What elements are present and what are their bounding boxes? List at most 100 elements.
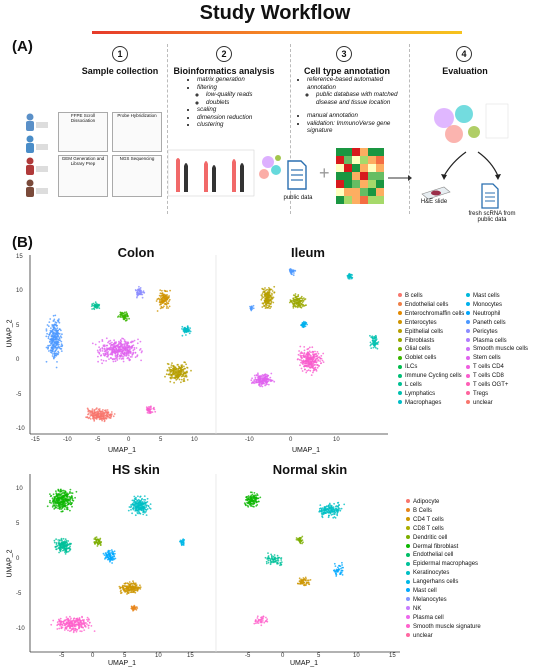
umap-point (341, 566, 344, 569)
skin-legend-entry: Epidermal macrophages (406, 560, 481, 569)
legend-label: Goblet cells (405, 355, 437, 362)
heatmap-cell (336, 156, 344, 164)
heatmap-cell (368, 180, 376, 188)
umap-point (145, 509, 147, 511)
umap-point (110, 348, 113, 351)
umap-point (266, 306, 269, 309)
umap-point (296, 358, 299, 361)
umap-point (183, 331, 186, 334)
umap-point (269, 303, 272, 305)
heatmap-cell (376, 156, 384, 164)
umap-point (130, 605, 133, 608)
umap-point (292, 274, 295, 277)
umap-point (307, 581, 310, 584)
umap-point (136, 296, 138, 299)
umap-point (246, 501, 249, 504)
umap-point (127, 342, 129, 344)
umap-point (136, 295, 139, 297)
patient-icons (26, 113, 48, 197)
gut-legend-entry: Endothelial cells (398, 301, 464, 310)
umap-point (57, 547, 60, 550)
umap-point (59, 547, 62, 550)
umap-point (75, 619, 78, 622)
umap-point (264, 307, 267, 309)
gut-legend-entry: Monocytes (466, 301, 528, 310)
skin-legend-entry: CD4 T cells (406, 516, 481, 525)
umap-point (165, 307, 168, 309)
umap-point (306, 351, 309, 354)
umap-point (99, 537, 102, 540)
umap-point (55, 499, 58, 502)
umap-point (163, 305, 165, 308)
umap-point (112, 557, 115, 559)
legend-label: Plasma cell (413, 614, 444, 621)
umap-point (109, 560, 111, 563)
umap-point (55, 497, 58, 500)
umap-point (175, 379, 178, 381)
axis-tick-label: 10 (16, 288, 23, 295)
umap-point (160, 301, 163, 304)
umap-point (61, 494, 63, 497)
umap-point (343, 503, 346, 506)
umap-point (79, 630, 82, 632)
umap-point (273, 380, 276, 383)
umap-point (51, 350, 54, 353)
umap-point (120, 340, 123, 343)
umap-point (300, 324, 302, 326)
legend-label: Keratinocytes (413, 570, 450, 577)
legend-swatch (398, 346, 402, 351)
skin-legend-entry: unclear (406, 632, 481, 641)
umap-point (135, 509, 138, 511)
umap-point (270, 305, 272, 308)
umap-point (69, 615, 71, 618)
umap-point (97, 355, 99, 358)
umap-point (374, 339, 377, 341)
umap-point (69, 497, 71, 500)
umap-point (269, 376, 272, 379)
umap-point (131, 356, 133, 358)
legend-label: Stem cells (473, 355, 501, 362)
umap-point (170, 370, 173, 373)
umap-point (138, 511, 141, 514)
umap-point (57, 502, 60, 505)
umap-point (129, 347, 131, 350)
umap-point (255, 496, 258, 499)
legend-label: Tregs (473, 390, 489, 397)
umap-point (263, 288, 265, 291)
umap-point (69, 619, 72, 621)
heatmap-cell (352, 156, 360, 164)
umap-point (252, 496, 255, 499)
umap-point (47, 337, 50, 340)
umap-point (92, 416, 95, 419)
umap-point (309, 364, 312, 366)
umap-point (303, 324, 306, 326)
umap-point (305, 359, 307, 361)
umap-point (53, 357, 55, 360)
umap-point (130, 508, 132, 511)
umap-point (280, 557, 282, 560)
umap-point (375, 343, 377, 346)
umap-point (169, 289, 172, 292)
umap-point (140, 351, 143, 354)
umap-point (341, 569, 344, 572)
legend-label: Endothelial cell (413, 552, 454, 559)
umap-point (332, 506, 335, 509)
umap-point (261, 302, 264, 305)
umap-point (259, 619, 262, 621)
umap-point (177, 373, 180, 375)
umap-point (72, 624, 75, 626)
umap-point (114, 346, 117, 349)
umap-point (51, 355, 54, 357)
umap-point (324, 507, 327, 510)
umap-point (122, 352, 125, 355)
umap-point (54, 336, 57, 339)
umap-point (308, 583, 311, 586)
umap-point (87, 408, 89, 411)
legend-swatch (406, 526, 410, 531)
umap-point (91, 308, 93, 310)
umap-point (110, 351, 113, 354)
umap-point (52, 326, 55, 329)
umap-point (372, 346, 375, 349)
annotation-heatmap (336, 148, 384, 204)
umap-point (303, 362, 306, 365)
